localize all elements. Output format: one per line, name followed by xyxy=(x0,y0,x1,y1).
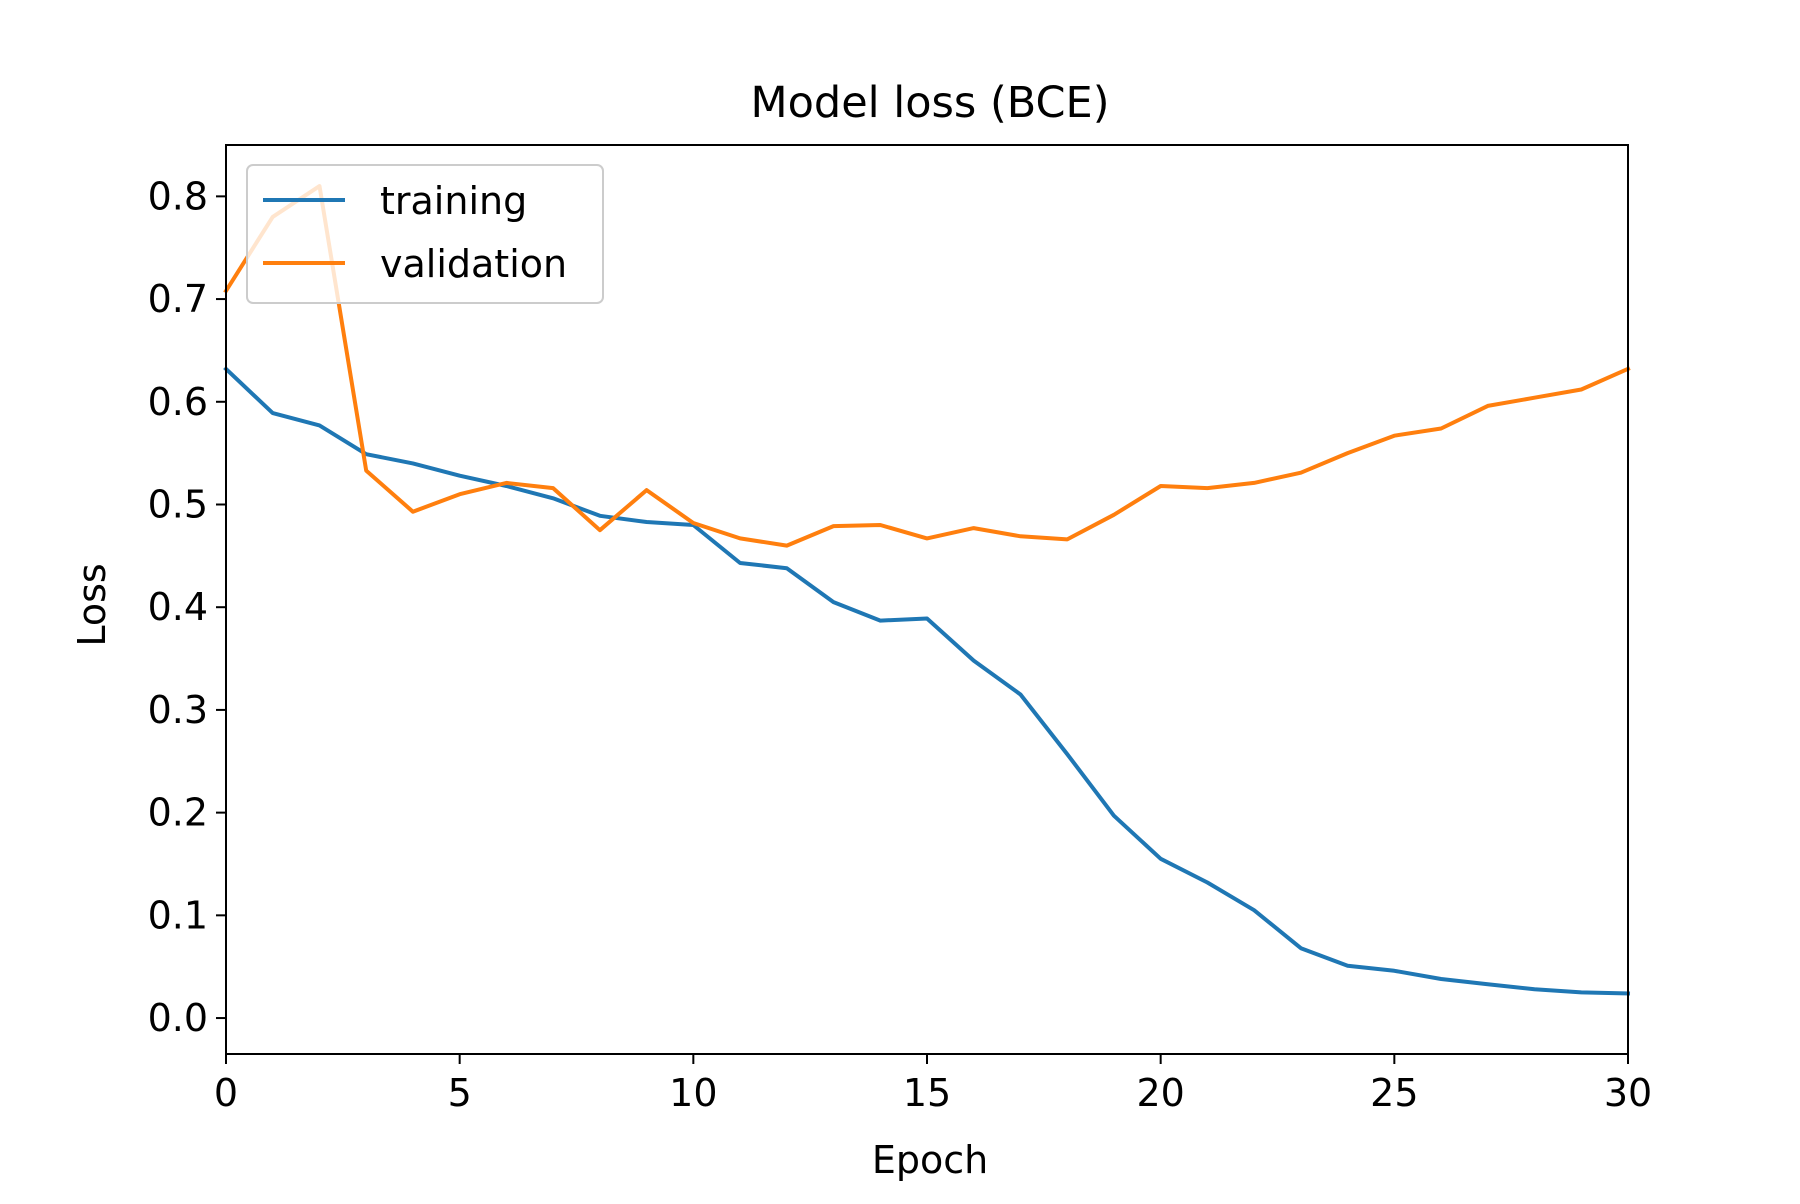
series-line-validation xyxy=(223,184,1631,548)
y-tick-label: 0.3 xyxy=(148,688,208,732)
x-axis-label: Epoch xyxy=(872,1138,988,1182)
y-tick-label: 0.0 xyxy=(148,996,208,1040)
y-tick-label: 0.7 xyxy=(148,277,208,321)
y-axis-label: Loss xyxy=(70,563,114,646)
legend: training validation xyxy=(246,164,604,304)
legend-label-validation: validation xyxy=(380,242,567,286)
axes-layer: 0 5 10 15 20 25 30 0.0 0.1 0.2 0.3 0.4 0.5 0.6 0.7 0.8 xyxy=(148,144,1652,1115)
x-tick-label: 20 xyxy=(1136,1071,1184,1115)
y-tick-label: 0.4 xyxy=(148,585,208,629)
x-tick-label: 10 xyxy=(669,1071,717,1115)
x-tick-label: 15 xyxy=(903,1071,951,1115)
series-layer xyxy=(223,184,1631,996)
chart-title: Model loss (BCE) xyxy=(751,78,1110,128)
x-tick-label: 5 xyxy=(448,1071,472,1115)
legend-label-training: training xyxy=(380,179,527,223)
y-tick-label: 0.8 xyxy=(148,174,208,218)
y-tick-label: 0.2 xyxy=(148,791,208,835)
x-tick-label: 25 xyxy=(1370,1071,1418,1115)
y-tick-label: 0.6 xyxy=(148,380,208,424)
x-tick-label: 0 xyxy=(214,1071,238,1115)
x-tick-label: 30 xyxy=(1604,1071,1652,1115)
y-tick-label: 0.5 xyxy=(148,482,208,526)
series-line-training xyxy=(223,366,1631,996)
y-tick-label: 0.1 xyxy=(148,893,208,937)
